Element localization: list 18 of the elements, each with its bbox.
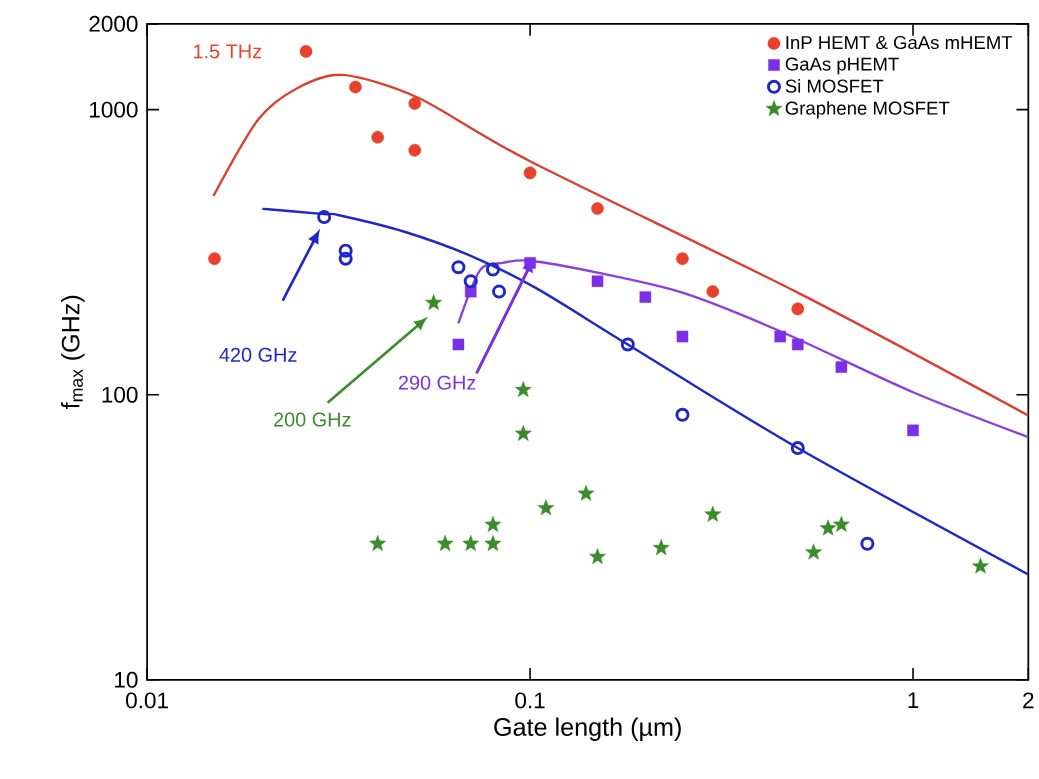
annotation: 200 GHz — [274, 412, 351, 427]
x-tick-label: 2 — [1023, 692, 1034, 709]
y-axis-title: f$_{max}$ (GHz) — [61, 295, 85, 409]
annotation: 1.5 THz — [194, 44, 262, 59]
y-tick-label: 1000 — [90, 101, 138, 118]
x-tick-label: 0.01 — [126, 692, 168, 709]
annotation: 420 GHz — [219, 347, 297, 362]
legend-label: Graphene MOSFET — [785, 101, 950, 119]
annotation: 290 GHz — [398, 375, 476, 390]
legend-label: GaAs pHEMT — [785, 57, 899, 75]
y-tick-label: 2000 — [89, 15, 138, 32]
legend-label: Si MOSFET — [785, 79, 884, 93]
legend-label: InP HEMT & GaAs mHEMT — [786, 35, 1013, 50]
y-tick-label: 100 — [102, 386, 138, 403]
x-tick-label: 0.1 — [515, 692, 545, 709]
y-tick-label: 10 — [115, 671, 138, 688]
x-tick-label: 1 — [908, 692, 919, 708]
x-axis-title: Gate length (µm) — [494, 717, 681, 741]
